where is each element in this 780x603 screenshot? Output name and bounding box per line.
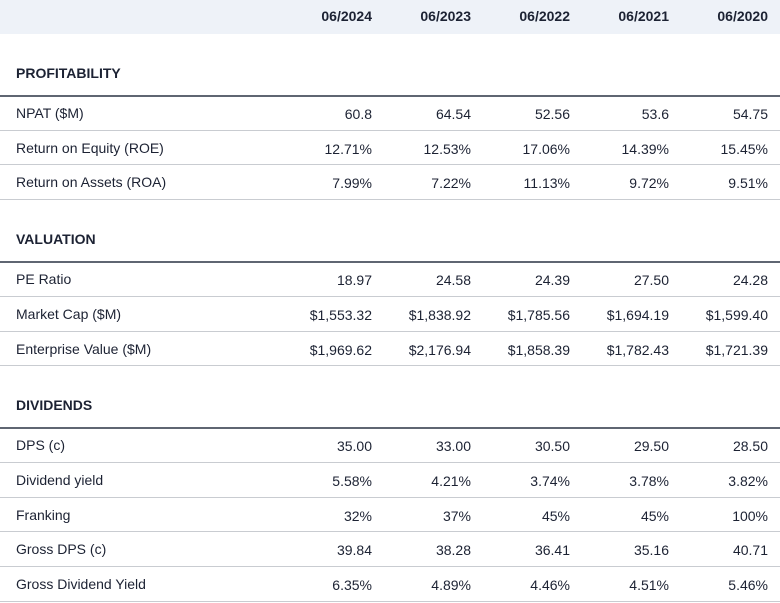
cell-value: 11.13%: [523, 175, 570, 192]
cell-value: 4.89%: [431, 577, 471, 593]
row-label: Return on Equity (ROE): [16, 139, 164, 156]
cell-value: 5.58%: [332, 472, 372, 489]
cell-value: 60.8: [344, 106, 372, 122]
row-separator: [0, 365, 780, 367]
cell-value: $2,176.94: [408, 341, 471, 358]
cell-value: 3.82%: [728, 472, 768, 489]
cell-value: 4.21%: [431, 472, 471, 489]
cell-value: $1,785.56: [507, 306, 570, 323]
cell-value: $1,553.32: [309, 306, 372, 323]
cell-value: 12.53%: [423, 140, 471, 157]
cell-value: 7.99%: [332, 175, 372, 192]
row-separator: [0, 199, 780, 201]
column-header: 06/2020: [717, 8, 768, 24]
cell-value: 9.51%: [728, 175, 768, 192]
row-label: Return on Assets (ROA): [16, 174, 167, 191]
cell-value: 18.97: [336, 272, 372, 289]
cell-value: 9.72%: [629, 175, 669, 192]
row-label: DPS (c): [16, 437, 65, 454]
row-separator: [0, 496, 780, 498]
row-label: Gross DPS (c): [16, 541, 107, 558]
cell-value: 29.50: [633, 438, 669, 455]
cell-value: 38.28: [435, 542, 471, 559]
cell-value: 4.46%: [530, 577, 570, 593]
cell-value: 24.39: [534, 272, 570, 289]
cell-value: 37%: [442, 507, 471, 524]
cell-value: 30.50: [534, 438, 570, 455]
cell-value: 39.84: [336, 542, 372, 559]
cell-value: 35.16: [633, 542, 669, 559]
cell-value: 64.54: [435, 106, 471, 122]
row-separator: [0, 129, 780, 131]
cell-value: 17.06%: [522, 140, 570, 157]
cell-value: $1,969.62: [309, 341, 372, 358]
cell-value: 45%: [640, 507, 669, 524]
cell-value: 14.39%: [621, 140, 669, 157]
section-rule: [0, 261, 780, 264]
cell-value: 7.22%: [431, 175, 471, 192]
row-separator: [0, 164, 780, 166]
cell-value: 5.46%: [728, 577, 768, 593]
row-label: Dividend yield: [16, 471, 104, 488]
cell-value: 53.6: [641, 106, 669, 122]
header-background: [0, 0, 780, 34]
cell-value: $1,782.43: [606, 341, 669, 358]
cell-value: 54.75: [732, 106, 768, 122]
cell-value: 35.00: [336, 438, 372, 455]
row-label: PE Ratio: [16, 271, 72, 288]
cell-value: $1,858.39: [507, 341, 570, 358]
cell-value: $1,599.40: [705, 306, 768, 323]
row-label: NPAT ($M): [16, 105, 84, 121]
cell-value: 40.71: [732, 542, 768, 559]
column-header: 06/2024: [321, 8, 372, 24]
section-title: PROFITABILITY: [16, 65, 121, 81]
section-rule: [0, 427, 780, 430]
section-rule: [0, 95, 780, 97]
column-header: 06/2023: [420, 8, 471, 24]
cell-value: 24.58: [435, 272, 471, 289]
row-label: Enterprise Value ($M): [16, 340, 152, 357]
cell-value: 27.50: [633, 272, 669, 289]
column-header: 06/2022: [519, 8, 570, 24]
cell-value: 3.78%: [629, 472, 669, 489]
cell-value: 4.51%: [629, 577, 669, 593]
cell-value: 15.45%: [720, 140, 768, 157]
cell-value: 32%: [343, 507, 372, 524]
cell-value: $1,838.92: [408, 306, 471, 323]
cell-value: 100%: [732, 507, 768, 524]
row-label: Gross Dividend Yield: [16, 576, 146, 592]
cell-value: 24.28: [732, 272, 768, 289]
row-label: Market Cap ($M): [16, 305, 122, 322]
cell-value: $1,694.19: [606, 306, 669, 323]
row-separator: [0, 330, 780, 332]
row-separator: [0, 531, 780, 533]
cell-value: 36.41: [534, 542, 570, 559]
cell-value: 3.74%: [530, 472, 570, 489]
cell-value: $1,721.39: [705, 341, 768, 358]
cell-value: 12.71%: [324, 140, 372, 157]
row-separator: [0, 566, 780, 567]
row-separator: [0, 600, 780, 602]
cell-value: 52.56: [534, 106, 570, 122]
section-title: DIVIDENDS: [16, 397, 93, 414]
row-label: Franking: [16, 506, 71, 523]
column-header: 06/2021: [618, 8, 669, 24]
cell-value: 28.50: [732, 438, 768, 455]
cell-value: 45%: [541, 507, 570, 524]
cell-value: 33.00: [435, 438, 471, 455]
cell-value: 6.35%: [332, 577, 372, 593]
row-separator: [0, 295, 780, 297]
row-separator: [0, 461, 780, 463]
section-title: VALUATION: [16, 231, 96, 248]
